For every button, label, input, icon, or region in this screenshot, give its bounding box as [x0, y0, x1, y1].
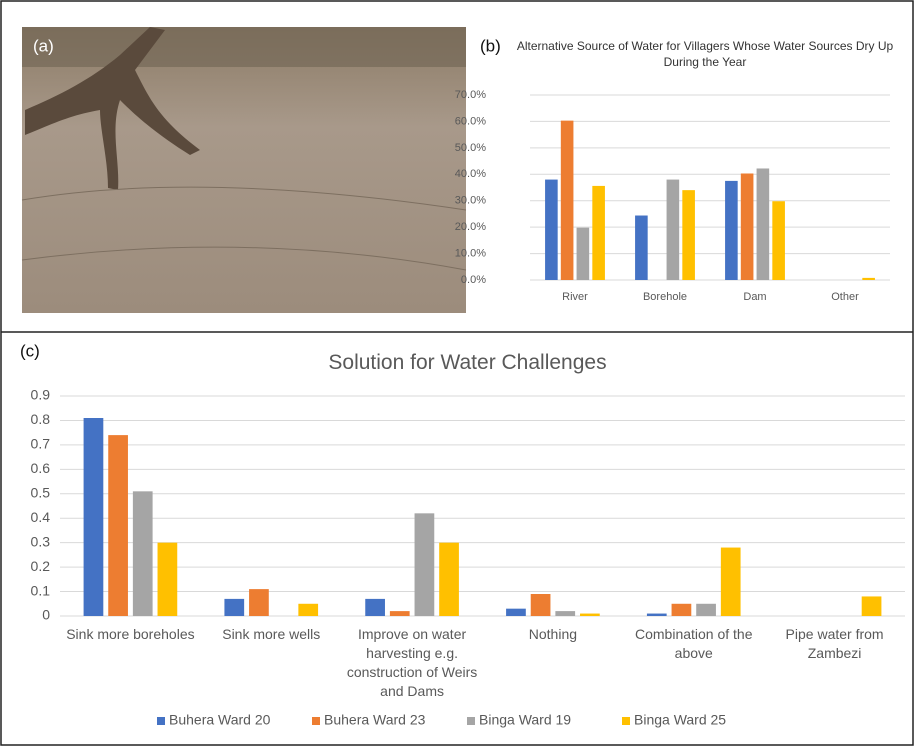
bar: [757, 168, 770, 280]
legend-swatch: [157, 717, 165, 725]
y-tick-label: 0.2: [31, 558, 51, 574]
x-tick-label: Borehole: [620, 289, 710, 305]
y-tick-label: 0.1: [31, 582, 51, 598]
legend-label: Buhera Ward 20: [169, 712, 271, 728]
bar: [298, 604, 318, 616]
x-tick-label: Dam: [710, 289, 800, 305]
panel-label: (b): [480, 36, 501, 55]
bar: [862, 596, 882, 616]
legend-swatch: [467, 717, 475, 725]
bar: [592, 186, 605, 280]
bar: [249, 589, 269, 616]
bar: [772, 201, 785, 280]
bar: [672, 604, 692, 616]
chart-title: Alternative Source of Water for Villager…: [515, 38, 895, 70]
legend-label: Binga Ward 25: [634, 712, 726, 728]
bar: [84, 418, 104, 616]
x-tick-label: Sink more wells: [204, 625, 339, 644]
chart-title: Solution for Water Challenges: [60, 350, 875, 376]
y-tick-label: 40.0%: [455, 168, 486, 180]
bar: [682, 190, 695, 280]
photo: (a): [22, 27, 466, 313]
y-tick-label: 20.0%: [455, 221, 486, 233]
bar: [415, 513, 435, 616]
y-tick-label: 0.7: [31, 436, 51, 452]
bar: [133, 491, 153, 616]
x-tick-label: Combination of the above: [626, 625, 761, 663]
y-tick-label: 70.0%: [455, 89, 486, 101]
x-tick-label: Pipe water from Zambezi: [767, 625, 902, 663]
x-tick-label: Other: [800, 289, 890, 305]
bar: [365, 599, 385, 616]
panel-label: (a): [33, 36, 54, 55]
y-tick-label: 0.3: [31, 533, 51, 549]
y-tick-label: 0.6: [31, 460, 51, 476]
bar: [862, 278, 875, 280]
bar: [506, 609, 526, 616]
x-tick-label: Improve on water harvesting e.g. constru…: [345, 625, 480, 701]
bar: [545, 180, 558, 280]
bar: [390, 611, 410, 616]
bar: [647, 614, 667, 616]
x-tick-label: Sink more boreholes: [63, 625, 198, 644]
bar: [439, 543, 459, 616]
bar: [667, 180, 680, 280]
bar: [224, 599, 244, 616]
y-tick-label: 50.0%: [455, 142, 486, 154]
bar: [696, 604, 716, 616]
bar: [721, 548, 741, 616]
bar: [741, 173, 754, 280]
x-tick-label: River: [530, 289, 620, 305]
figure: (a) (b) (c) 0.0% 10.0% 20.0% 30.0% 40.0% 50.0…: [0, 0, 914, 746]
y-tick-label: 0: [42, 607, 50, 623]
y-tick-label: 60.0%: [455, 115, 486, 127]
bar: [108, 435, 128, 616]
legend-label: Binga Ward 19: [479, 712, 571, 728]
panel-label: (c): [20, 341, 40, 360]
bar: [561, 121, 574, 280]
bar: [725, 181, 738, 280]
bar: [158, 543, 178, 616]
bar: [580, 614, 600, 616]
y-tick-label: 0.9: [31, 387, 51, 403]
bar: [531, 594, 551, 616]
y-tick-label: 10.0%: [455, 247, 486, 259]
legend-swatch: [312, 717, 320, 725]
legend-label: Buhera Ward 23: [324, 712, 426, 728]
bar: [577, 228, 590, 280]
legend-swatch: [622, 717, 630, 725]
bar: [635, 216, 648, 280]
y-tick-label: 0.4: [31, 509, 51, 525]
bar: [555, 611, 575, 616]
y-tick-label: 0.0%: [461, 274, 486, 286]
y-tick-label: 0.8: [31, 411, 51, 427]
x-tick-label: Nothing: [485, 625, 620, 644]
y-tick-label: 0.5: [31, 484, 51, 500]
y-tick-label: 30.0%: [455, 195, 486, 207]
